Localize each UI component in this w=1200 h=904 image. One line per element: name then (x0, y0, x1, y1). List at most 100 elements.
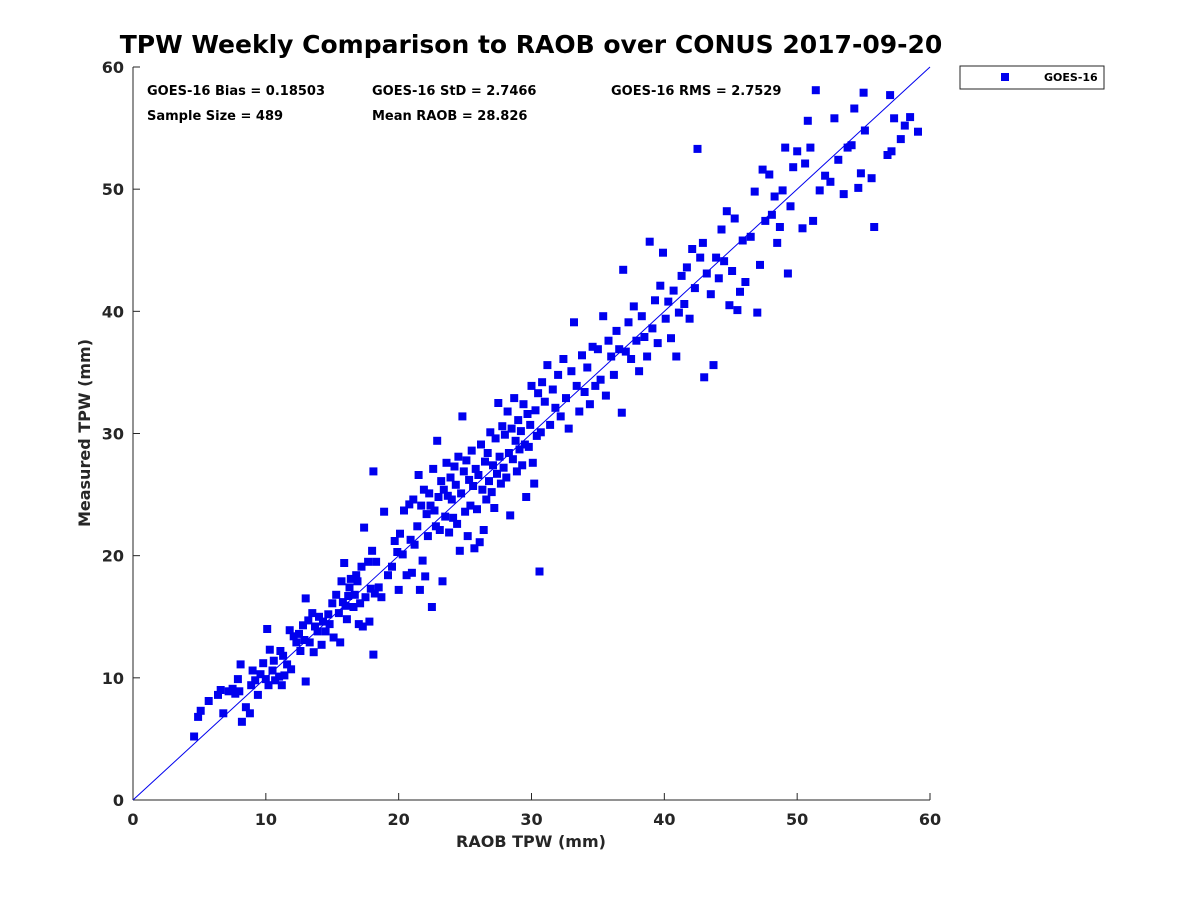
data-point (324, 610, 333, 619)
data-point (276, 647, 285, 655)
data-point (400, 506, 408, 515)
data-point (661, 314, 670, 323)
data-point (815, 186, 824, 195)
data-point (393, 548, 402, 556)
legend-label: GOES-16 (1044, 71, 1098, 84)
data-point (567, 367, 576, 376)
data-point (507, 424, 516, 433)
data-point (809, 216, 818, 225)
data-point (216, 686, 225, 694)
data-point (781, 143, 790, 152)
stat-std: GOES-16 StD = 2.7466 (372, 84, 536, 99)
chart-title: TPW Weekly Comparison to RAOB over CONUS… (120, 30, 943, 59)
data-point (524, 442, 533, 451)
data-point (502, 473, 511, 482)
data-point (482, 495, 491, 504)
data-point (500, 430, 509, 439)
data-point (336, 638, 345, 647)
data-point (394, 585, 403, 594)
data-point (475, 538, 484, 547)
data-point (728, 267, 737, 275)
data-point (674, 308, 683, 317)
data-point (361, 593, 370, 602)
data-point (300, 636, 309, 644)
data-point (556, 412, 565, 421)
data-point (277, 681, 286, 690)
data-point (342, 615, 351, 624)
data-point (308, 609, 317, 618)
data-point (640, 333, 649, 341)
x-tick-label: 40 (653, 810, 675, 829)
data-point (516, 427, 525, 436)
data-point (700, 373, 709, 382)
data-point (430, 506, 439, 515)
data-point (410, 540, 419, 549)
data-point (765, 170, 774, 179)
data-point (682, 263, 691, 272)
data-point (526, 420, 535, 429)
data-point (624, 318, 633, 327)
data-point (530, 479, 539, 488)
data-point (720, 257, 729, 266)
data-point (900, 121, 909, 130)
data-point (445, 528, 454, 537)
stat-sample-size: Sample Size = 489 (147, 109, 283, 124)
data-point (506, 511, 515, 520)
data-point (685, 314, 694, 323)
data-point (253, 690, 262, 699)
data-point (340, 559, 349, 567)
y-axis-ticks: 0 10 20 30 40 50 60 (102, 58, 140, 810)
data-point (458, 412, 467, 421)
data-point (512, 467, 521, 476)
data-point (204, 697, 213, 705)
data-point (725, 301, 734, 310)
data-point (461, 507, 470, 516)
data-point (384, 571, 392, 580)
data-point (896, 135, 905, 144)
y-tick-label: 30 (102, 425, 124, 444)
stat-mean-raob: Mean RAOB = 28.826 (372, 109, 527, 124)
data-point (465, 475, 474, 484)
data-point (299, 621, 307, 630)
data-point (219, 709, 228, 718)
data-point (583, 363, 592, 372)
data-point (449, 513, 458, 522)
data-point (693, 144, 702, 153)
y-tick-label: 0 (113, 791, 124, 810)
data-point (575, 407, 584, 416)
data-point (487, 488, 496, 497)
data-point (789, 163, 798, 172)
data-point (580, 388, 589, 396)
data-point (645, 237, 654, 246)
data-point (352, 571, 361, 580)
data-point (793, 147, 802, 156)
data-point (442, 458, 451, 467)
data-point (190, 732, 199, 741)
data-point (856, 169, 865, 178)
data-point (540, 397, 549, 406)
data-point (241, 703, 250, 712)
data-point (419, 485, 428, 494)
data-point (886, 91, 895, 100)
data-point (698, 238, 707, 247)
data-point (457, 489, 466, 498)
data-point (407, 568, 416, 577)
data-point (325, 620, 334, 629)
one-to-one-line (132, 66, 931, 801)
data-point (264, 681, 273, 690)
data-point (770, 192, 779, 201)
data-point (301, 594, 310, 603)
data-point (344, 592, 353, 600)
data-point (423, 532, 432, 541)
data-point (265, 645, 274, 654)
data-point (690, 284, 699, 293)
x-tick-label: 0 (127, 810, 138, 829)
data-point (515, 445, 524, 454)
data-point (619, 265, 628, 274)
data-point (256, 670, 265, 679)
data-point (429, 464, 438, 473)
data-point (527, 381, 536, 390)
data-point (405, 500, 414, 509)
data-point (546, 420, 555, 429)
data-point (651, 296, 659, 305)
